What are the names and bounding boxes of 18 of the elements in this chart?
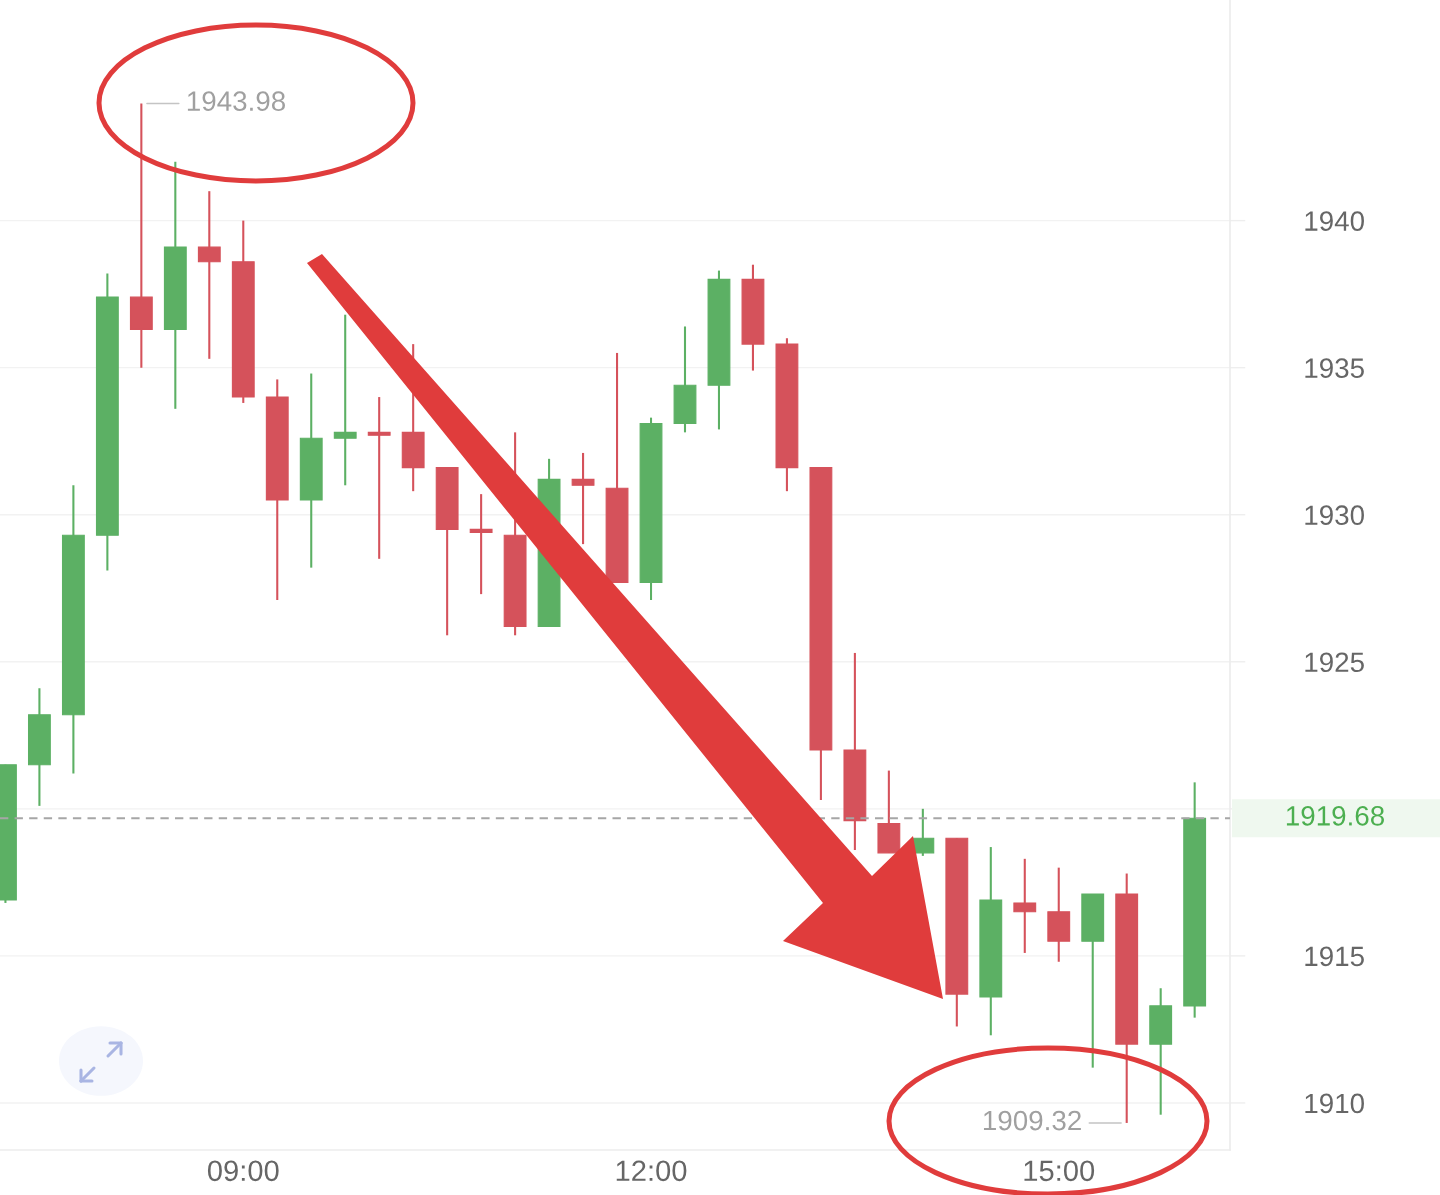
y-tick-label: 1935 <box>1305 358 1364 378</box>
ref-line-label: 1919.68 <box>1286 806 1384 826</box>
y-tick-label: 1915 <box>1305 946 1364 967</box>
candlestick <box>333 313 357 487</box>
candlestick <box>1013 857 1037 954</box>
x-tick-label: 15:00 <box>1024 1160 1095 1182</box>
y-tick-label: 1910 <box>1305 1093 1364 1114</box>
y-tick-label: 1930 <box>1305 505 1364 526</box>
x-tick-label: 12:00 <box>616 1160 687 1182</box>
candlestick <box>469 493 493 596</box>
y-tick-label: 1940 <box>1305 211 1364 231</box>
candlestick <box>367 396 391 560</box>
annotation: 1909.32 <box>983 1110 1081 1131</box>
annotation: 1943.98 <box>187 91 285 111</box>
x-tick-label: 09:00 <box>207 1160 279 1182</box>
candlestick <box>197 190 221 360</box>
y-tick-label: 1925 <box>1305 652 1364 673</box>
candlestick <box>571 451 595 546</box>
